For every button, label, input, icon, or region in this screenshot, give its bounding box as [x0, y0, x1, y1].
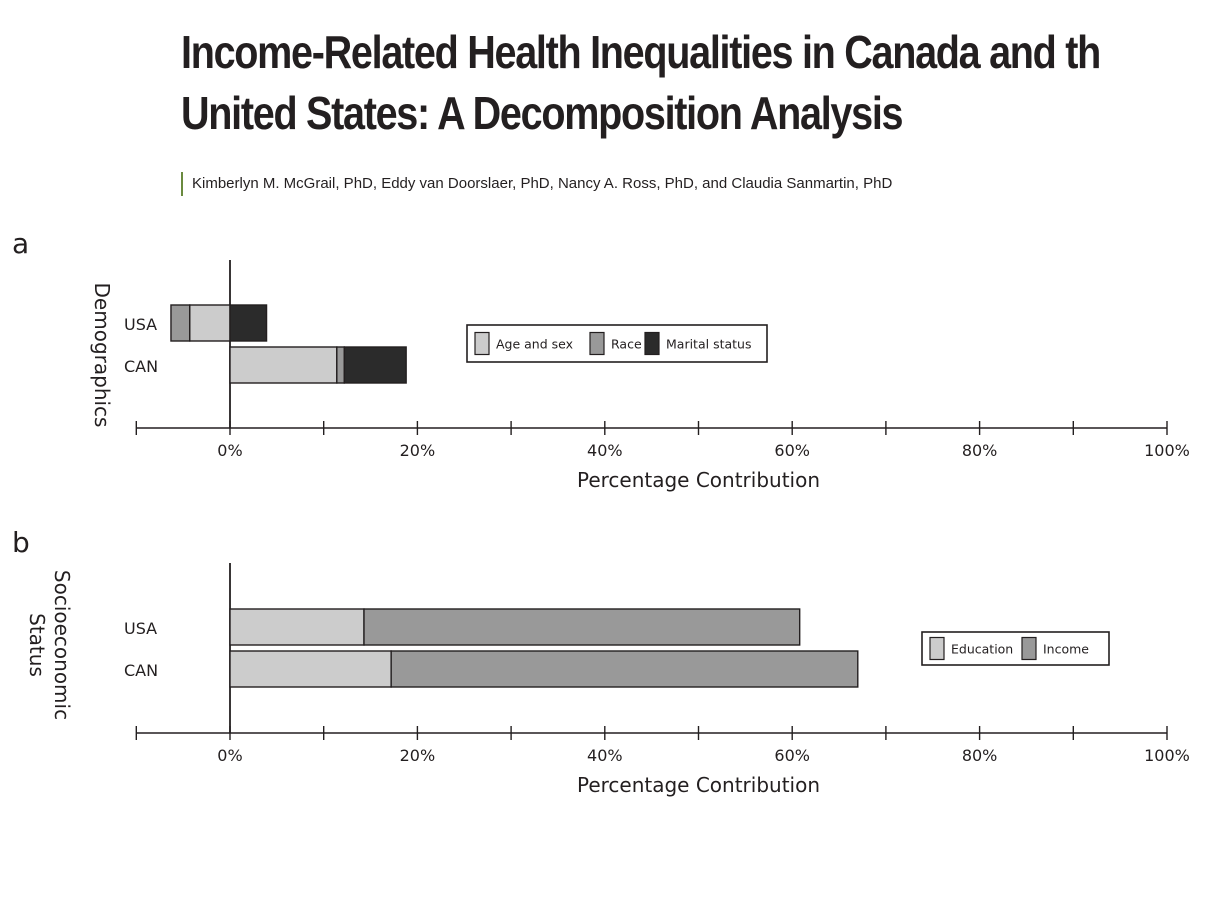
bar-segment [229, 304, 268, 342]
bar-segment [189, 304, 231, 342]
x-tick-label: 0% [217, 441, 242, 460]
bar-segment [229, 650, 392, 688]
bar-segment [343, 346, 407, 384]
bar-segment [229, 346, 338, 384]
x-tick-label: 40% [587, 746, 623, 765]
x-tick-label: 80% [962, 746, 998, 765]
bar-segment [170, 304, 191, 342]
x-tick-label: 100% [1144, 441, 1190, 460]
legend-label: Race [611, 337, 642, 352]
legend-swatch [929, 636, 945, 661]
bar-segment [390, 650, 859, 688]
legend-box [921, 631, 1110, 666]
y-axis-label-line: Socioeconomic [50, 570, 74, 720]
x-axis-label: Percentage Contribution [577, 468, 820, 492]
panel-label: a [12, 227, 29, 260]
legend-label: Education [951, 642, 1013, 657]
y-axis-label-line: Status [25, 613, 49, 677]
x-tick-label: 60% [774, 746, 810, 765]
category-label: CAN [124, 357, 158, 376]
x-tick-label: 60% [774, 441, 810, 460]
category-label: USA [124, 619, 157, 638]
y-axis-label: SocioeconomicStatus [25, 570, 74, 720]
bar-segment [229, 608, 365, 646]
panel-label: b [12, 526, 30, 559]
title-line-1: Income-Related Health Inequalities in Ca… [181, 26, 1101, 78]
legend-swatch [644, 331, 660, 356]
title-line-2: United States: A Decomposition Analysis [181, 87, 904, 139]
x-tick-label: 20% [400, 441, 436, 460]
legend-label: Income [1043, 642, 1089, 657]
x-tick-label: 0% [217, 746, 242, 765]
paper-title: Income-Related Health Inequalities in Ca… [181, 22, 1101, 144]
legend-box [466, 324, 768, 363]
legend-label: Age and sex [496, 337, 573, 352]
category-label: USA [124, 315, 157, 334]
y-axis-label-line: Demographics [90, 283, 114, 428]
x-axis-label: Percentage Contribution [577, 773, 820, 797]
x-tick-label: 20% [400, 746, 436, 765]
x-tick-label: 40% [587, 441, 623, 460]
bar-segment [336, 346, 346, 384]
bar-segment [363, 608, 801, 646]
legend-swatch [589, 331, 605, 356]
category-label: CAN [124, 661, 158, 680]
x-tick-label: 100% [1144, 746, 1190, 765]
author-list: Kimberlyn M. McGrail, PhD, Eddy van Door… [181, 172, 892, 196]
legend-label: Marital status [666, 337, 751, 352]
y-axis-label: Demographics [90, 283, 114, 428]
legend-swatch [1021, 636, 1037, 661]
legend-swatch [474, 331, 490, 356]
x-tick-label: 80% [962, 441, 998, 460]
